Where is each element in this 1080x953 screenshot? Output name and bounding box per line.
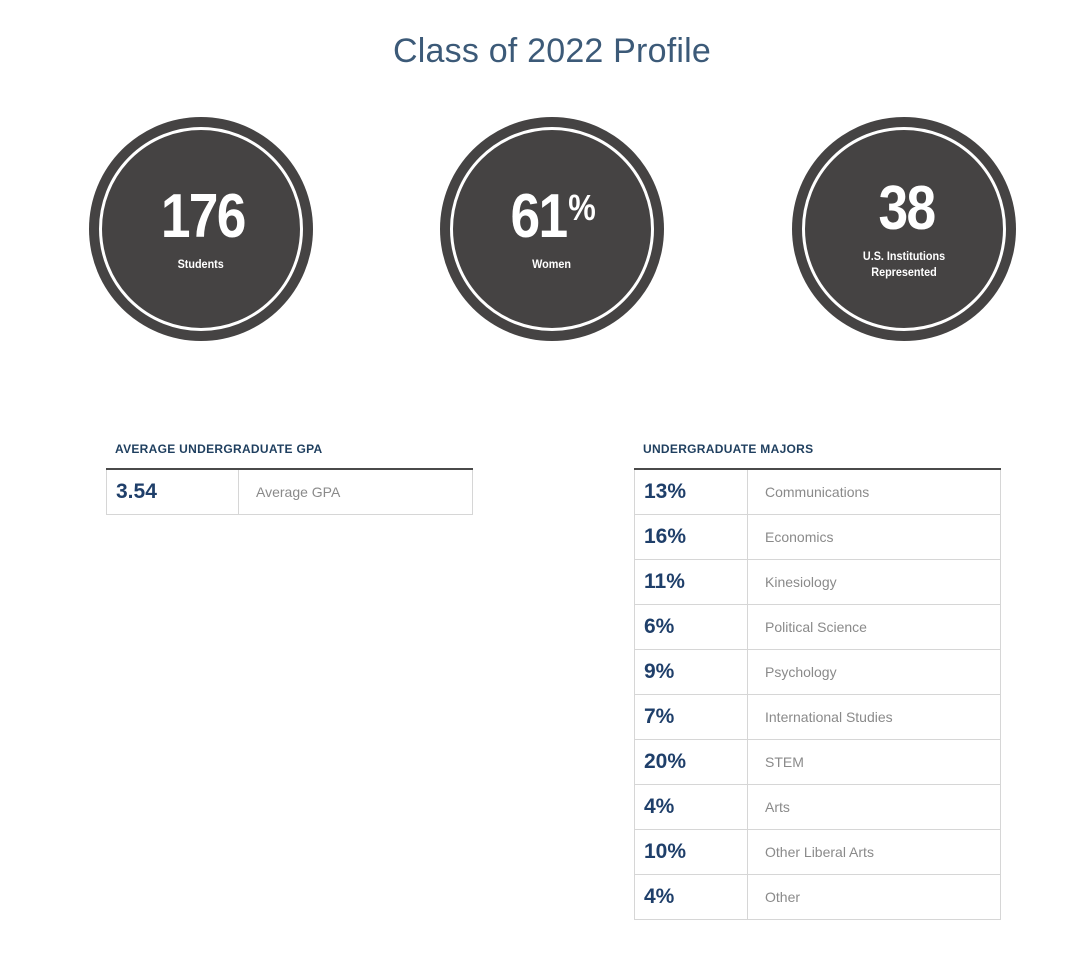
row-value: 3.54 [106,469,239,515]
row-value: 6% [634,603,748,650]
stat-number: 176 [161,181,247,251]
stat-number: 38 [878,173,936,243]
row-value: 4% [634,783,748,830]
stat-circle-students: 176 Students [89,117,313,341]
stat-number: 61 [510,181,568,251]
row-label: Psychology [747,648,1001,695]
row-label: Average GPA [238,469,473,515]
row-value: 13% [634,469,748,515]
table-row: 13% Communications [634,469,1001,515]
row-value: 7% [634,693,748,740]
row-label: International Studies [747,693,1001,740]
stat-ring [802,127,1006,331]
row-label: Other Liberal Arts [747,828,1001,875]
table-row: 20% STEM [634,738,1001,785]
row-label: STEM [747,738,1001,785]
page-title: Class of 2022 Profile [393,32,711,70]
gpa-heading: AVERAGE UNDERGRADUATE GPA [115,442,323,456]
row-value: 9% [634,648,748,695]
stat-ring [450,127,654,331]
row-label: Other [747,873,1001,920]
table-row: 11% Kinesiology [634,558,1001,605]
stat-suffix: % [568,186,597,228]
table-row: 9% Psychology [634,648,1001,695]
majors-table: 13% Communications 16% Economics 11% Kinesiol… [634,468,1001,920]
stat-ring [99,127,303,331]
table-row: 16% Economics [634,513,1001,560]
table-row: 6% Political Science [634,603,1001,650]
row-value: 16% [634,513,748,560]
row-value: 4% [634,873,748,920]
row-label: Kinesiology [747,558,1001,605]
stat-circle-institutions: 38 U.S. Institutions Represented [792,117,1016,341]
row-value: 20% [634,738,748,785]
majors-heading: UNDERGRADUATE MAJORS [643,442,814,456]
row-label: Political Science [747,603,1001,650]
stat-label: U.S. Institutions Represented [862,248,946,279]
table-row: 4% Arts [634,783,1001,830]
row-label: Economics [747,513,1001,560]
stat-label: Women [532,256,572,271]
table-row: 4% Other [634,873,1001,920]
row-value: 11% [634,558,748,605]
row-label: Arts [747,783,1001,830]
table-row: 7% International Studies [634,693,1001,740]
table-row: 10% Other Liberal Arts [634,828,1001,875]
row-value: 10% [634,828,748,875]
row-label: Communications [747,469,1001,515]
gpa-table: 3.54 Average GPA [106,468,473,515]
table-row: 3.54 Average GPA [106,469,473,515]
stat-circle-women: 61 % Women [440,117,664,341]
stat-label: Students [177,256,225,271]
